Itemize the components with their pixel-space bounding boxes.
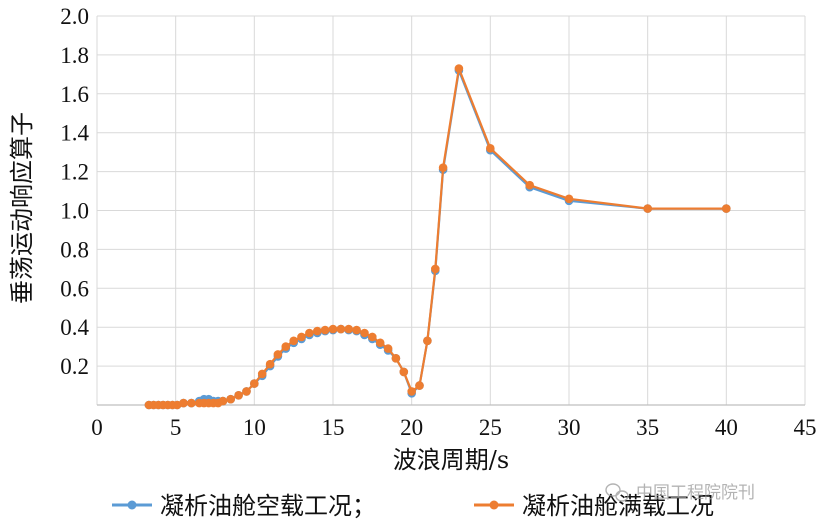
data-point: [431, 264, 440, 274]
y-tick-label: 0.6: [60, 276, 89, 301]
data-point: [454, 64, 464, 73]
series-full-load: [144, 64, 731, 410]
legend-item-empty: 凝析油舱空载工况；: [112, 492, 376, 520]
series-line: [148, 67, 727, 407]
y-axis-title: 垂荡运动响应算子: [8, 112, 36, 304]
x-tick-label: 10: [243, 415, 266, 440]
data-point: [643, 204, 652, 213]
data-point: [313, 326, 322, 336]
data-point: [218, 396, 228, 406]
y-tick-label: 0.4: [60, 315, 89, 340]
data-point: [352, 325, 361, 335]
legend-label-full: 凝析油舱满载工况: [522, 492, 714, 520]
data-point: [438, 163, 448, 172]
data-point: [187, 398, 196, 408]
data-point: [305, 328, 314, 338]
x-tick-label: 5: [170, 415, 182, 440]
y-tick-label: 0.8: [60, 237, 89, 262]
x-tick-label: 0: [91, 415, 103, 440]
watermark-text: 中国工程院院刊: [636, 483, 755, 503]
data-point: [179, 398, 188, 408]
data-point: [336, 324, 346, 334]
data-point: [375, 338, 385, 348]
y-axis: 0.2 0.4 0.6 0.8 1.0 1.2 1.4 1.6 1.8 2.0: [60, 4, 89, 379]
y-tick-label: 0.2: [60, 354, 89, 379]
data-point: [226, 394, 235, 404]
data-point: [328, 324, 338, 334]
x-axis: 0 5 10 15 20 25 30 35 40 45: [91, 415, 816, 440]
x-tick-label: 35: [636, 415, 659, 440]
y-tick-label: 1.4: [60, 121, 89, 146]
y-tick-label: 1.6: [60, 82, 89, 107]
watermark: 中国工程院院刊: [605, 483, 755, 503]
x-tick-label: 30: [558, 415, 581, 440]
grid: [96, 15, 806, 406]
data-point: [564, 194, 574, 204]
x-tick-label: 25: [479, 415, 502, 440]
y-tick-label: 1.8: [60, 43, 89, 68]
data-point: [234, 391, 243, 400]
data-point: [383, 344, 393, 353]
x-tick-label: 45: [794, 415, 817, 440]
data-point: [368, 332, 377, 342]
data-point: [257, 369, 267, 379]
plot-area: [144, 64, 731, 410]
data-point: [360, 328, 369, 338]
x-tick-label: 40: [715, 415, 738, 440]
x-axis-title: 波浪周期/s: [393, 446, 509, 474]
x-tick-label: 15: [322, 415, 345, 440]
y-tick-label: 1.0: [60, 199, 89, 224]
data-point: [423, 336, 432, 346]
data-point: [273, 350, 283, 359]
data-point: [344, 324, 354, 334]
legend-item-full: 凝析油舱满载工况: [474, 492, 714, 520]
data-point: [399, 367, 409, 377]
data-point: [415, 381, 424, 390]
legend: 凝析油舱空载工况； 凝析油舱满载工况: [112, 492, 714, 520]
data-point: [297, 332, 306, 342]
wechat-icon: [605, 483, 629, 502]
data-point: [407, 387, 417, 396]
legend-label-empty: 凝析油舱空载工况；: [160, 492, 376, 520]
y-tick-label: 2.0: [60, 4, 89, 29]
data-point: [391, 354, 401, 363]
data-point: [320, 325, 330, 335]
y-tick-label: 1.2: [60, 160, 89, 185]
data-point: [486, 144, 495, 153]
legend-swatch-marker: [489, 500, 499, 510]
x-tick-label: 20: [400, 415, 423, 440]
data-point: [242, 387, 251, 396]
data-point: [250, 379, 259, 388]
legend-swatch-marker: [127, 500, 137, 510]
data-point: [281, 342, 291, 351]
data-point: [289, 336, 299, 346]
data-point: [525, 180, 534, 190]
data-point: [722, 204, 731, 213]
data-point: [265, 359, 275, 369]
